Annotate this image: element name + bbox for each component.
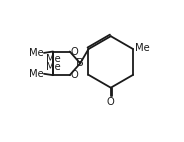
Text: O: O <box>107 97 115 107</box>
Text: Me: Me <box>46 62 60 72</box>
Text: Me: Me <box>29 69 44 79</box>
Text: Me: Me <box>29 48 44 58</box>
Text: O: O <box>70 70 78 80</box>
Text: Me: Me <box>46 54 60 64</box>
Text: Me: Me <box>135 43 150 53</box>
Text: O: O <box>70 47 78 57</box>
Text: B: B <box>76 58 84 68</box>
